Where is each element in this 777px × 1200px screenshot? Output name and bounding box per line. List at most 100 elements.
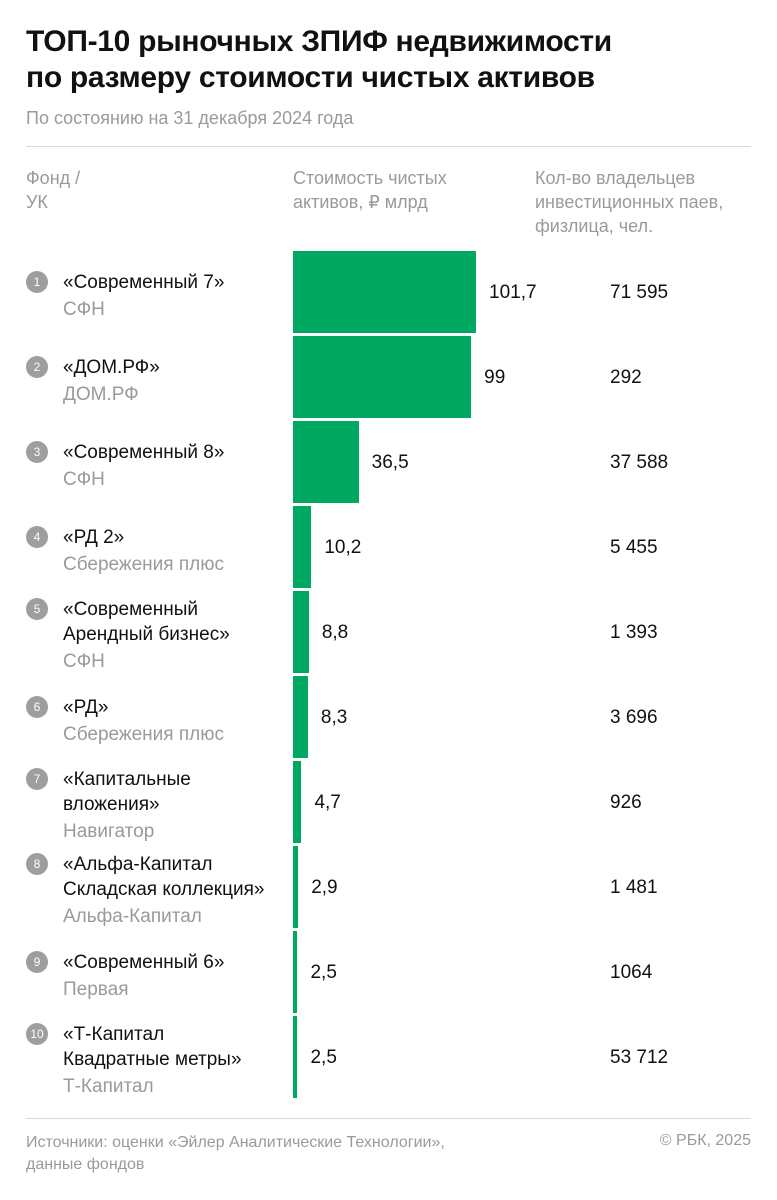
fund-name: «Современный Арендный бизнес»	[63, 597, 230, 647]
owners-count: 71 595	[610, 282, 669, 303]
fund-name: «РД 2»	[63, 525, 124, 550]
fund-name-line: «Современный 7»	[63, 272, 225, 293]
fund-name: «ДОМ.РФ»	[63, 355, 160, 380]
owners-count: 5 455	[610, 537, 658, 558]
rank-badge: 1	[26, 271, 48, 293]
fund-name: «Т-Капитал Квадратные метры»	[63, 1022, 242, 1072]
header-divider	[26, 146, 751, 147]
rank-badge: 7	[26, 768, 48, 790]
table-row: 6 «РД» Сбережения плюс 8,3 3 696	[0, 676, 777, 760]
fund-name-line: «Современный	[63, 599, 198, 620]
nav-value-label: 101,7	[489, 282, 537, 303]
table-row: 10 «Т-Капитал Квадратные метры» Т-Капитал 2,…	[0, 1016, 777, 1100]
fund-manager: Навигатор	[63, 821, 155, 842]
source-line: данные фондов	[26, 1156, 145, 1173]
owners-count: 1 481	[610, 877, 658, 898]
column-header-owners: Кол-во владельцев инвестиционных паев, ф…	[535, 166, 723, 238]
fund-manager: Т-Капитал	[63, 1076, 154, 1097]
owners-count: 1 393	[610, 622, 658, 643]
copyright: © РБК, 2025	[659, 1132, 751, 1149]
fund-name-line: «ДОМ.РФ»	[63, 357, 160, 378]
fund-name-line: «Т-Капитал	[63, 1024, 165, 1045]
owners-count: 1064	[610, 962, 653, 983]
nav-bar	[293, 931, 298, 1013]
table-row: 1 «Современный 7» СФН 101,7 71 595	[0, 251, 777, 335]
source-note: Источники: оценки «Эйлер Аналитические Т…	[26, 1132, 445, 1176]
table-row: 5 «Современный Арендный бизнес» СФН 8,8 1 393	[0, 591, 777, 675]
title-line-2: по размеру стоимости чистых активов	[26, 61, 595, 94]
nav-value-label: 2,5	[310, 1047, 337, 1068]
source-line: Источники: оценки «Эйлер Аналитические Т…	[26, 1134, 445, 1151]
fund-manager: Сбережения плюс	[63, 724, 224, 745]
rank-badge: 4	[26, 526, 48, 548]
nav-value-label: 8,8	[321, 622, 349, 643]
rank-badge: 3	[26, 441, 48, 463]
table-row: 8 «Альфа-Капитал Складская коллекция» Альфа…	[0, 846, 777, 930]
fund-name: «Капитальные вложения»	[63, 767, 191, 817]
rank-badge: 9	[26, 951, 48, 973]
fund-name: «Современный 6»	[63, 950, 224, 975]
column-header-owners-line: Кол-во владельцев	[535, 168, 696, 188]
fund-name: «РД»	[63, 695, 108, 720]
fund-name-line: «Современный 6»	[63, 952, 225, 973]
nav-value-label: 2,5	[310, 962, 337, 983]
owners-count: 292	[610, 367, 642, 388]
column-header-fund-line: УК	[26, 192, 48, 212]
fund-manager: СФН	[63, 469, 105, 490]
rank-badge: 8	[26, 853, 48, 875]
fund-name: «Современный 8»	[63, 440, 224, 465]
fund-name-line: «Современный 8»	[63, 442, 225, 463]
table-row: 7 «Капитальные вложения» Навигатор 4,7 926	[0, 761, 777, 845]
fund-manager: СФН	[63, 651, 105, 672]
nav-value-label: 99	[484, 367, 506, 388]
owners-count: 53 712	[610, 1047, 669, 1068]
nav-bar	[293, 1016, 298, 1098]
fund-manager: Первая	[63, 979, 129, 1000]
chart-subtitle: По состоянию на 31 декабря 2024 года	[26, 108, 354, 128]
chart-title: ТОП-10 рыночных ЗПИФ недвижимости по раз…	[26, 24, 756, 96]
fund-name-line: «Альфа-Капитал	[63, 854, 213, 875]
fund-name: «Альфа-Капитал Складская коллекция»	[63, 852, 264, 902]
title-line-1: ТОП-10 рыночных ЗПИФ недвижимости	[26, 25, 612, 58]
rank-badge: 10	[26, 1023, 48, 1045]
nav-bar	[293, 846, 299, 928]
nav-value-label: 36,5	[371, 452, 409, 473]
fund-name-line: Арендный бизнес»	[63, 624, 230, 645]
fund-manager: Альфа-Капитал	[63, 906, 202, 927]
table-row: 2 «ДОМ.РФ» ДОМ.РФ 99 292	[0, 336, 777, 420]
owners-count: 37 588	[610, 452, 669, 473]
fund-manager: Сбережения плюс	[63, 554, 224, 575]
nav-value-label: 10,2	[324, 537, 362, 558]
nav-value-label: 4,7	[314, 792, 341, 813]
rank-badge: 2	[26, 356, 48, 378]
nav-bar	[293, 591, 309, 673]
owners-count: 926	[610, 792, 642, 813]
fund-manager: ДОМ.РФ	[63, 384, 139, 405]
nav-bar	[293, 251, 476, 333]
nav-bar	[293, 676, 308, 758]
rank-badge: 5	[26, 598, 48, 620]
fund-name: «Современный 7»	[63, 270, 224, 295]
fund-name-line: вложения»	[63, 794, 160, 815]
column-header-nav: Стоимость чистых активов, ₽ млрд	[293, 166, 447, 214]
nav-bar	[293, 506, 312, 588]
nav-value-label: 8,3	[320, 707, 348, 728]
column-header-fund: Фонд / УК	[26, 166, 80, 214]
fund-manager: СФН	[63, 299, 105, 320]
fund-name-line: Складская коллекция»	[63, 879, 265, 900]
table-row: 4 «РД 2» Сбережения плюс 10,2 5 455	[0, 506, 777, 590]
fund-name-line: «РД»	[63, 697, 109, 718]
footer-divider	[26, 1118, 751, 1119]
column-header-nav-line: активов, ₽ млрд	[293, 192, 428, 212]
owners-count: 3 696	[610, 707, 658, 728]
table-row: 9 «Современный 6» Первая 2,5 1064	[0, 931, 777, 1015]
fund-name-line: «РД 2»	[63, 527, 125, 548]
rank-badge: 6	[26, 696, 48, 718]
nav-bar	[293, 421, 359, 503]
table-row: 3 «Современный 8» СФН 36,5 37 588	[0, 421, 777, 505]
column-header-owners-line: инвестиционных паев,	[535, 192, 724, 212]
nav-value-label: 2,9	[311, 877, 338, 898]
nav-bar	[293, 761, 302, 843]
fund-name-line: Квадратные метры»	[63, 1049, 242, 1070]
